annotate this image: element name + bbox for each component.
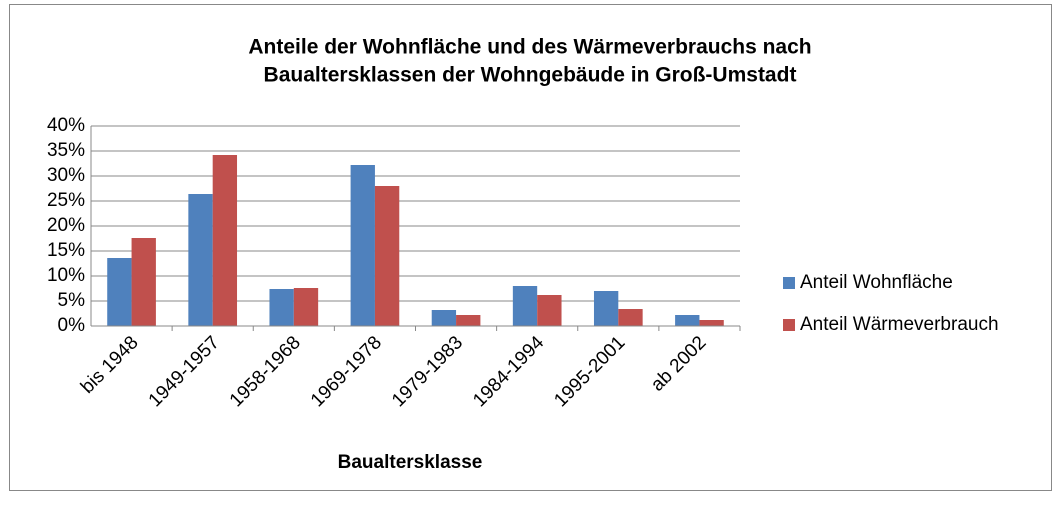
bar [431,310,457,326]
y-tick-label: 5% [58,290,86,311]
y-tick-label: 15% [47,240,85,261]
x-axis-title: Baualtersklasse [338,452,483,473]
y-tick-label: 20% [47,215,85,236]
bar [269,289,294,326]
y-tick-label: 10% [47,265,85,286]
bar [699,320,724,326]
legend-label: Anteil Wärmeverbrauch [800,314,999,335]
y-tick-label: 25% [47,190,85,211]
bar [374,186,400,326]
bar [293,288,319,326]
legend-label: Anteil Wohnfläche [800,272,953,293]
bar [618,309,643,326]
bar [188,194,213,326]
y-tick-label: 40% [47,115,85,136]
legend-swatch [783,319,795,331]
chart-border [9,4,1052,491]
bar [131,238,156,326]
bar [456,315,481,326]
bar [212,155,238,326]
y-tick-label: 35% [47,140,85,161]
y-tick-label: 0% [58,315,86,336]
bar [107,258,132,326]
bar [593,291,619,326]
bar [350,165,375,326]
bar [537,295,562,326]
legend-swatch [783,277,795,289]
bar [512,286,538,326]
chart-title: Anteile der Wohnfläche und des Wärmeverb… [248,36,811,59]
bar [675,315,700,326]
y-tick-label: 30% [47,165,85,186]
chart-title: Baualtersklassen der Wohngebäude in Groß… [264,64,797,87]
